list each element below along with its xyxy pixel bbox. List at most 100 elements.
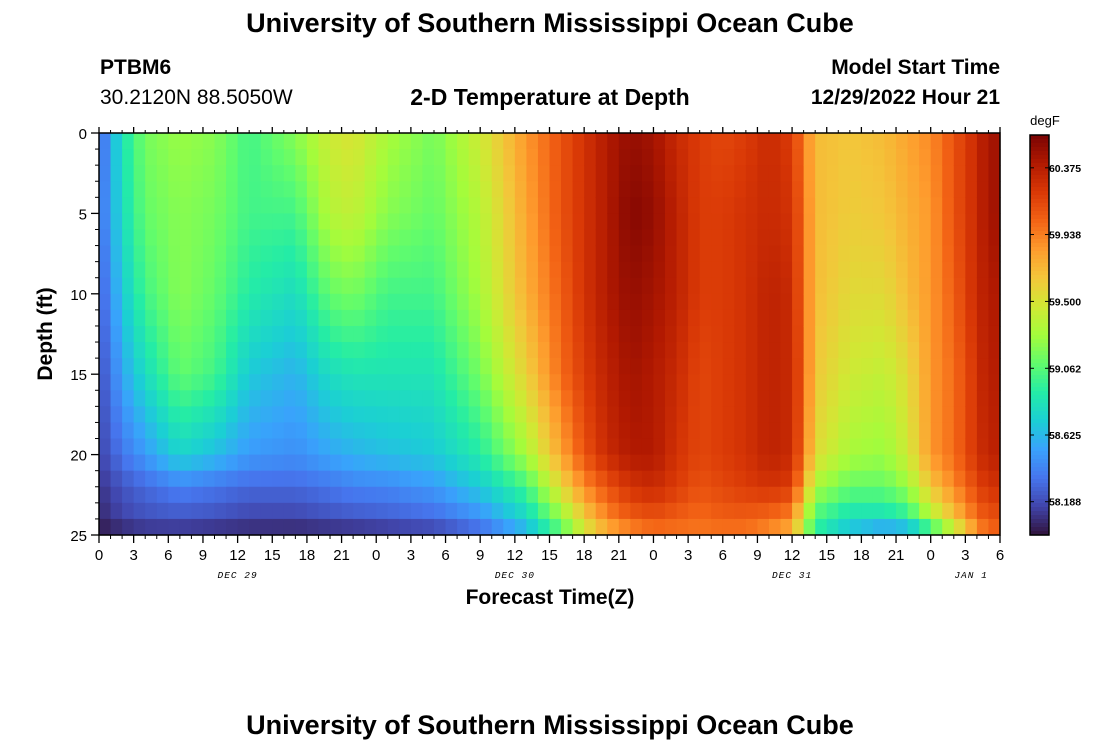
heatmap-cell <box>399 502 412 520</box>
heatmap-cell <box>237 181 250 198</box>
heatmap-cell <box>110 309 123 327</box>
heatmap-cell <box>202 406 216 424</box>
heatmap-cell <box>572 374 585 391</box>
heatmap-cell <box>826 518 839 536</box>
colorbar-segment <box>1030 199 1049 204</box>
heatmap-cell <box>745 438 759 456</box>
heatmap-cell <box>468 470 481 488</box>
heatmap-cell <box>122 422 135 440</box>
heatmap-cell <box>249 518 262 536</box>
heatmap-cell <box>595 293 608 311</box>
heatmap-cell <box>480 309 493 327</box>
heatmap-cell <box>410 390 424 407</box>
heatmap-cell <box>584 325 597 343</box>
heatmap-cell <box>930 390 943 407</box>
heatmap-cell <box>422 422 435 440</box>
heatmap-cell <box>607 454 620 472</box>
heatmap-cell <box>202 502 216 520</box>
heatmap-cell <box>665 277 678 295</box>
heatmap-cell <box>676 374 689 391</box>
heatmap-cell <box>780 165 793 182</box>
footer-title: University of Southern Mississippi Ocean… <box>246 710 854 740</box>
colorbar-segment <box>1030 163 1049 168</box>
heatmap-cell <box>249 213 262 231</box>
heatmap-cell <box>815 229 828 247</box>
heatmap-cell <box>699 518 712 536</box>
heatmap-cell <box>872 149 886 166</box>
heatmap-cell <box>330 197 343 214</box>
heatmap-cell <box>318 245 331 263</box>
heatmap-cell <box>387 181 400 198</box>
x-tick-label: 18 <box>853 547 870 564</box>
heatmap-cell <box>341 342 354 359</box>
heatmap-cell <box>214 245 227 263</box>
colorbar-segment <box>1030 279 1049 284</box>
heatmap-cell <box>202 165 216 182</box>
heatmap-cell <box>318 406 331 424</box>
heatmap-cell <box>572 293 585 311</box>
heatmap-cell <box>572 454 585 472</box>
heatmap-cell <box>433 325 447 343</box>
heatmap-cell <box>410 197 424 214</box>
heatmap-cell <box>688 229 701 247</box>
colorbar-segment <box>1030 523 1049 528</box>
heatmap-cell <box>711 325 724 343</box>
heatmap-cell <box>826 133 839 150</box>
heatmap-cell <box>422 325 435 343</box>
heatmap-cell <box>780 358 793 375</box>
heatmap-cell <box>745 293 759 311</box>
heatmap-cell <box>676 165 689 182</box>
heatmap-cell <box>641 133 655 150</box>
colorbar-segment <box>1030 507 1049 512</box>
heatmap-cell <box>260 438 273 456</box>
heatmap-cell <box>688 293 701 311</box>
heatmap-cell <box>341 502 354 520</box>
heatmap-cell <box>376 454 389 472</box>
heatmap-cell <box>757 261 770 279</box>
heatmap-cell <box>179 470 193 488</box>
heatmap-cell <box>387 518 400 536</box>
heatmap-cell <box>445 470 458 488</box>
heatmap-cell <box>930 325 943 343</box>
heatmap-cell <box>260 470 273 488</box>
colorbar-segment <box>1030 275 1049 280</box>
heatmap-cell <box>849 502 862 520</box>
heatmap-cell <box>364 486 377 504</box>
heatmap-cell <box>295 422 308 440</box>
x-tick-label: 15 <box>541 547 558 564</box>
heatmap-cell <box>341 181 354 198</box>
heatmap-cell <box>433 181 447 198</box>
heatmap-cell <box>122 133 135 150</box>
heatmap-cell <box>745 309 759 327</box>
heatmap-cell <box>364 358 377 375</box>
heatmap-cell <box>896 277 909 295</box>
heatmap-cell <box>156 213 169 231</box>
heatmap-cell <box>306 518 320 536</box>
heatmap-cell <box>722 165 735 182</box>
heatmap-cell <box>561 486 574 504</box>
x-tick-label: 6 <box>164 547 172 564</box>
heatmap-cell <box>156 229 169 247</box>
heatmap-cell <box>191 470 204 488</box>
heatmap-cell <box>491 358 504 375</box>
heatmap-cell <box>722 486 735 504</box>
heatmap-cell <box>907 422 920 440</box>
heatmap-cell <box>376 325 389 343</box>
heatmap-cell <box>826 149 839 166</box>
heatmap-cell <box>699 358 712 375</box>
heatmap-cell <box>676 197 689 214</box>
heatmap-cell <box>410 245 424 263</box>
colorbar-segment <box>1030 255 1049 260</box>
heatmap-cell <box>422 245 435 263</box>
heatmap-cell <box>226 277 239 295</box>
heatmap-cell <box>260 245 273 263</box>
heatmap-cell <box>133 470 146 488</box>
heatmap-cell <box>965 165 978 182</box>
heatmap-cell <box>387 165 400 182</box>
heatmap-cell <box>272 486 285 504</box>
colorbar-segment <box>1030 231 1049 236</box>
heatmap-cell <box>930 149 943 166</box>
heatmap-cell <box>145 165 158 182</box>
heatmap-cell <box>734 390 747 407</box>
heatmap-cell <box>584 374 597 391</box>
